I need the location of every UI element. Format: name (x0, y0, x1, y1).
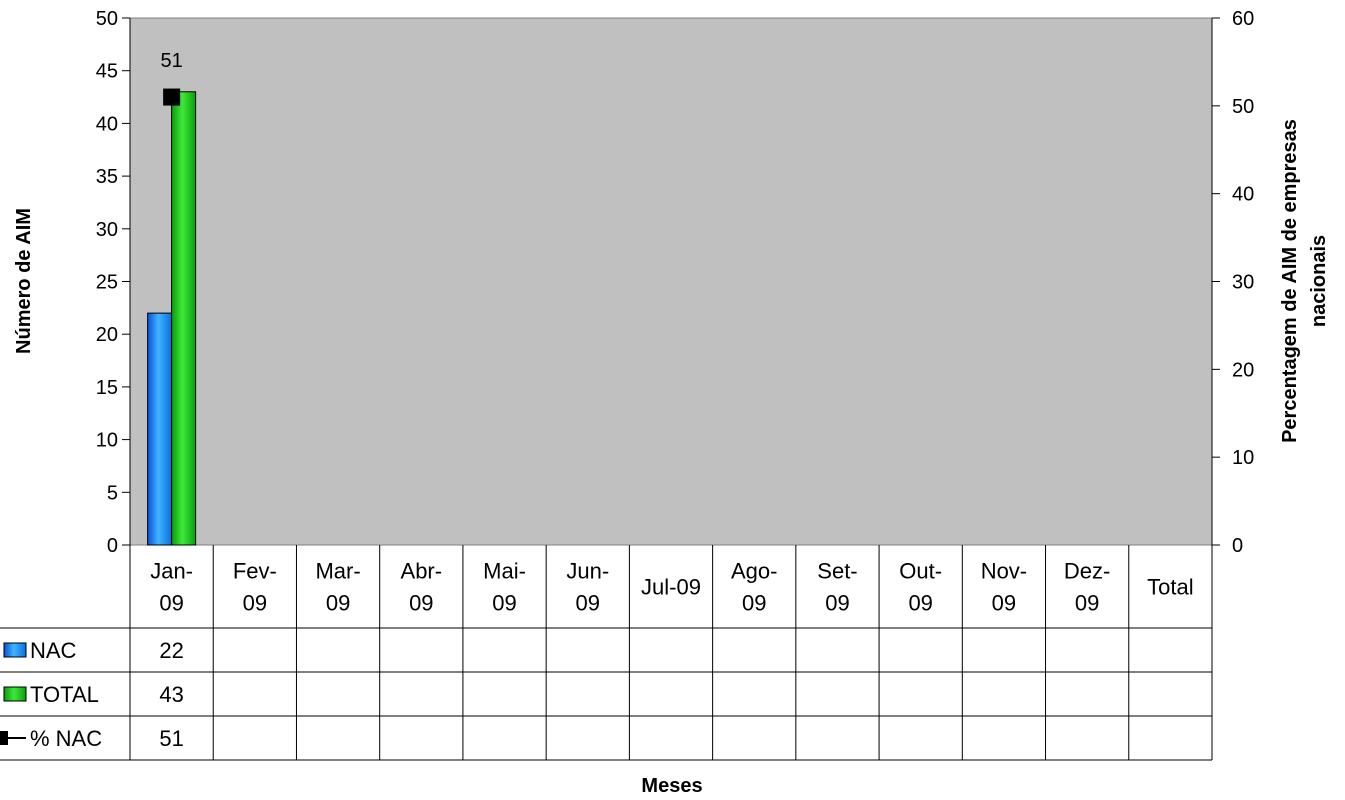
percent-data-label: 51 (160, 50, 182, 72)
right-tick-label: 10 (1232, 447, 1254, 469)
category-label-line2: 09 (243, 591, 267, 616)
category-label-line1: Nov- (981, 559, 1027, 584)
right-tick-label: 60 (1232, 8, 1254, 30)
left-tick-label: 20 (96, 324, 118, 346)
category-label-line1: Jun- (566, 559, 609, 584)
category-label-line1: Out- (899, 559, 942, 584)
table-cell-value: 43 (159, 682, 183, 707)
left-tick-label: 15 (96, 377, 118, 399)
legend-label: NAC (30, 638, 77, 663)
left-tick-label: 10 (96, 430, 118, 452)
data-table: Jan- 09 Fev- 09 Mar- 09 Abr- 09 Mai- 09 Jun- 09 Jul-… (0, 545, 1213, 761)
category-label-line2: 09 (908, 591, 932, 616)
plot-area (129, 17, 1213, 546)
right-tick-label: 30 (1232, 272, 1254, 294)
left-tick-label: 0 (107, 535, 118, 557)
category-label-line2: 09 (409, 591, 433, 616)
category-label-line2: 09 (825, 591, 849, 616)
right-tick-label: 0 (1232, 535, 1243, 557)
left-y-axis: 0 5 10 15 20 25 30 35 40 45 50 (96, 8, 131, 557)
percent-marker (163, 88, 181, 106)
category-label: Total (1147, 575, 1193, 600)
category-label-line2: 09 (576, 591, 600, 616)
category-label-line1: Jan- (150, 559, 193, 584)
percent-series-group: 51 (160, 50, 183, 106)
category-label-line2: 09 (992, 591, 1016, 616)
category-label-line2: 09 (326, 591, 350, 616)
category-label-line1: Ago- (731, 559, 777, 584)
left-tick-label: 45 (96, 61, 118, 83)
category-label-line2: 09 (742, 591, 766, 616)
category-label-line1: Mar- (315, 559, 360, 584)
right-tick-label: 40 (1232, 184, 1254, 206)
category-label-line2: 09 (492, 591, 516, 616)
category-label-line2: 09 (159, 591, 183, 616)
left-tick-label: 5 (107, 482, 118, 504)
left-tick-label: 35 (96, 166, 118, 188)
legend-key-nac (3, 642, 27, 658)
left-tick-label: 25 (96, 272, 118, 294)
x-axis-title: Meses (641, 775, 702, 797)
category-label-line1: Mai- (483, 559, 526, 584)
bar-nac (147, 312, 173, 546)
legend-label: % NAC (30, 726, 102, 751)
legend-label: TOTAL (30, 682, 99, 707)
legend-key-total (3, 686, 27, 702)
category-label: Jul-09 (641, 575, 701, 600)
category-label-line1: Dez- (1064, 559, 1110, 584)
right-y-axis: 0 10 20 30 40 50 60 (1211, 8, 1254, 557)
bars-group (147, 91, 197, 546)
table-cell-value: 22 (159, 638, 183, 663)
right-tick-label: 20 (1232, 359, 1254, 381)
left-tick-label: 50 (96, 8, 118, 30)
table-cell-value: 51 (159, 726, 183, 751)
left-tick-label: 40 (96, 113, 118, 135)
legend-key-marker (0, 731, 8, 745)
y-axis-title: Número de AIM (13, 208, 35, 354)
bar-total (171, 91, 197, 546)
y2-axis-title-line2: nacionais (1308, 235, 1330, 327)
category-label-line1: Set- (817, 559, 857, 584)
y2-axis-title-line1: Percentagem de AIM de empresas (1279, 119, 1301, 443)
left-tick-label: 30 (96, 219, 118, 241)
category-label-line2: 09 (1075, 591, 1099, 616)
category-label-line1: Abr- (401, 559, 443, 584)
right-tick-label: 50 (1232, 96, 1254, 118)
category-label-line1: Fev- (233, 559, 277, 584)
